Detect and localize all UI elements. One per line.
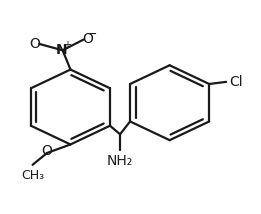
Text: NH₂: NH₂ — [107, 154, 133, 168]
Text: N: N — [56, 43, 67, 57]
Text: −: − — [87, 28, 97, 41]
Text: +: + — [63, 40, 71, 50]
Text: O: O — [41, 144, 52, 158]
Text: O: O — [29, 37, 40, 51]
Text: Cl: Cl — [229, 75, 242, 89]
Text: CH₃: CH₃ — [21, 169, 44, 182]
Text: O: O — [82, 31, 93, 46]
